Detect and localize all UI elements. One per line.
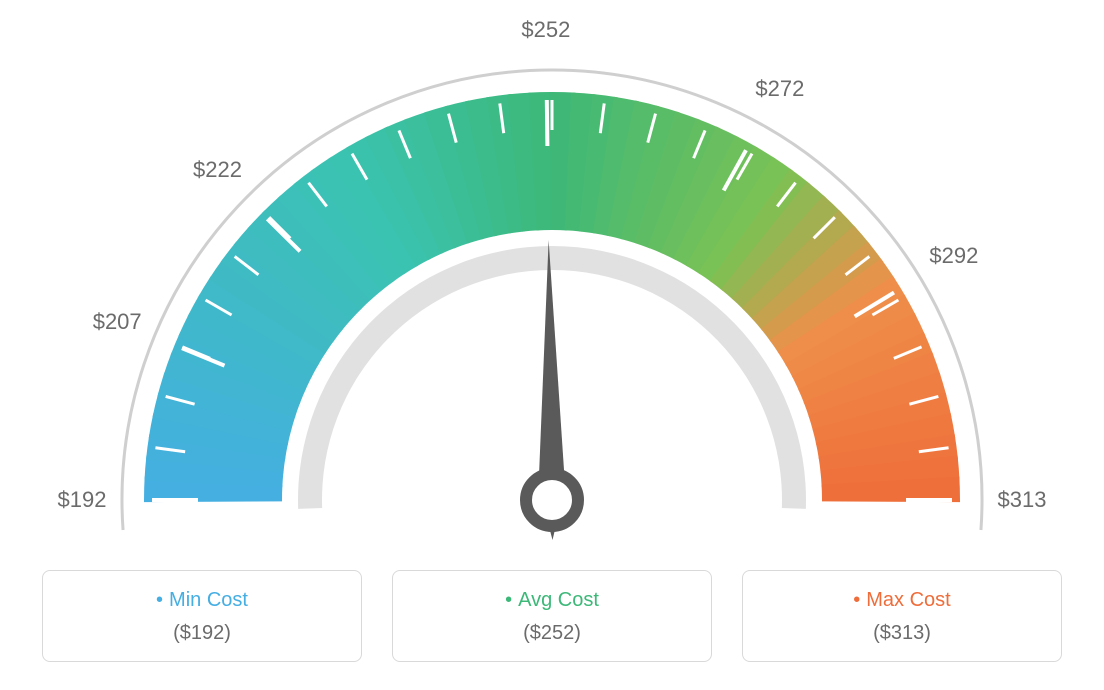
gauge-tick-label: $207 bbox=[93, 309, 142, 335]
dot-icon: • bbox=[853, 589, 860, 611]
legend-card-avg: • Avg Cost ($252) bbox=[392, 570, 712, 662]
legend-title-text: Avg Cost bbox=[518, 589, 599, 611]
legend-value-avg: ($252) bbox=[393, 622, 711, 645]
legend-value-max: ($313) bbox=[743, 622, 1061, 645]
legend-card-min: • Min Cost ($192) bbox=[42, 570, 362, 662]
gauge-container: $192 $207 $222 $252 $272 $292 $313 bbox=[0, 0, 1104, 560]
gauge-svg bbox=[0, 0, 1104, 560]
gauge-tick-label: $192 bbox=[58, 487, 107, 513]
legend-title-text: Min Cost bbox=[169, 589, 248, 611]
gauge-tick-label: $272 bbox=[755, 76, 804, 102]
gauge-tick-label: $252 bbox=[521, 17, 570, 43]
legend-title-avg: • Avg Cost bbox=[393, 589, 711, 612]
legend-value-min: ($192) bbox=[43, 622, 361, 645]
gauge-tick-label: $313 bbox=[998, 487, 1047, 513]
legend-row: • Min Cost ($192) • Avg Cost ($252) • Max C… bbox=[0, 570, 1104, 662]
gauge-tick-label: $292 bbox=[929, 243, 978, 269]
legend-card-max: • Max Cost ($313) bbox=[742, 570, 1062, 662]
gauge-tick-label: $222 bbox=[193, 157, 242, 183]
legend-title-min: • Min Cost bbox=[43, 589, 361, 612]
legend-title-max: • Max Cost bbox=[743, 589, 1061, 612]
legend-title-text: Max Cost bbox=[866, 589, 950, 611]
dot-icon: • bbox=[505, 589, 512, 611]
dot-icon: • bbox=[156, 589, 163, 611]
